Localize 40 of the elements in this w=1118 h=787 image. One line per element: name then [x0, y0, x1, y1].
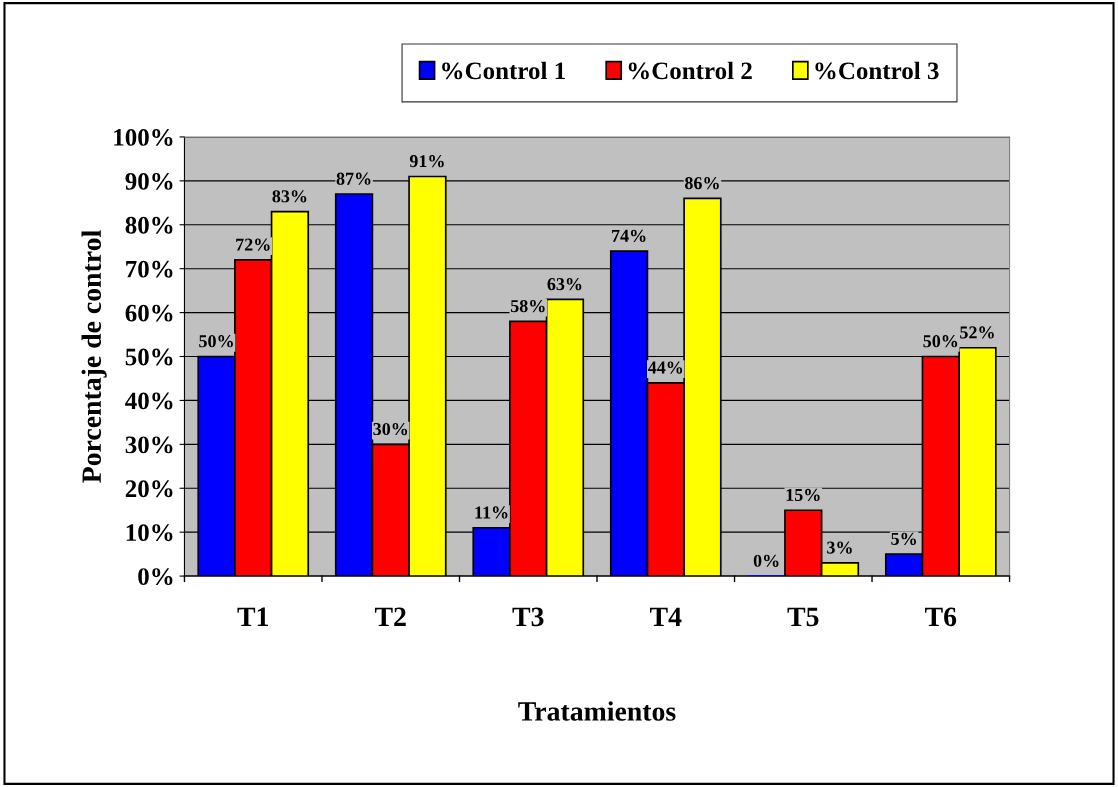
x-axis-title: Tratamientos: [518, 701, 676, 721]
y-tick-label: 60%: [125, 304, 173, 322]
data-label: 58%: [510, 299, 545, 313]
x-tick-label: T6: [925, 607, 957, 627]
y-tick-label: 50%: [125, 348, 173, 366]
data-label: 63%: [547, 278, 582, 291]
x-tick-label: T3: [512, 607, 544, 627]
data-label: 11%: [475, 506, 508, 519]
y-tick-label: 70%: [126, 260, 173, 278]
data-label: 74%: [612, 229, 646, 242]
y-tick-label: 90%: [125, 172, 173, 190]
x-tick-label: T5: [787, 607, 819, 627]
data-label: 0%: [753, 554, 779, 567]
y-tick-label: 0%: [138, 568, 173, 586]
x-tick-label: T4: [649, 607, 682, 626]
x-tick-label: T2: [374, 607, 406, 626]
data-label: 86%: [684, 177, 719, 190]
data-label: 72%: [236, 238, 270, 251]
data-label: 87%: [336, 172, 371, 185]
data-label: 30%: [373, 422, 408, 436]
y-tick-label: 20%: [125, 480, 173, 498]
y-tick-label: 30%: [125, 436, 173, 454]
data-label: 44%: [647, 361, 683, 374]
data-label: 50%: [923, 335, 958, 348]
data-label: 91%: [409, 155, 444, 168]
legend-label: %Control 1: [442, 61, 565, 80]
legend-label: %Control 2: [628, 61, 752, 80]
data-label: 50%: [199, 335, 233, 348]
y-axis-title: Porcentaje de control: [81, 230, 107, 483]
data-label: 15%: [786, 488, 820, 502]
data-label: 5%: [891, 532, 916, 545]
y-tick-label: 100%: [114, 128, 173, 146]
y-tick-label: 40%: [125, 392, 173, 410]
data-label: 52%: [960, 326, 994, 339]
y-tick-label: 80%: [125, 216, 173, 234]
x-tick-label: T1: [237, 607, 268, 626]
y-tick-label: 10%: [126, 524, 173, 542]
legend-label: %Control 3: [815, 61, 939, 80]
data-label: 83%: [272, 190, 307, 203]
data-label: 3%: [827, 541, 852, 554]
